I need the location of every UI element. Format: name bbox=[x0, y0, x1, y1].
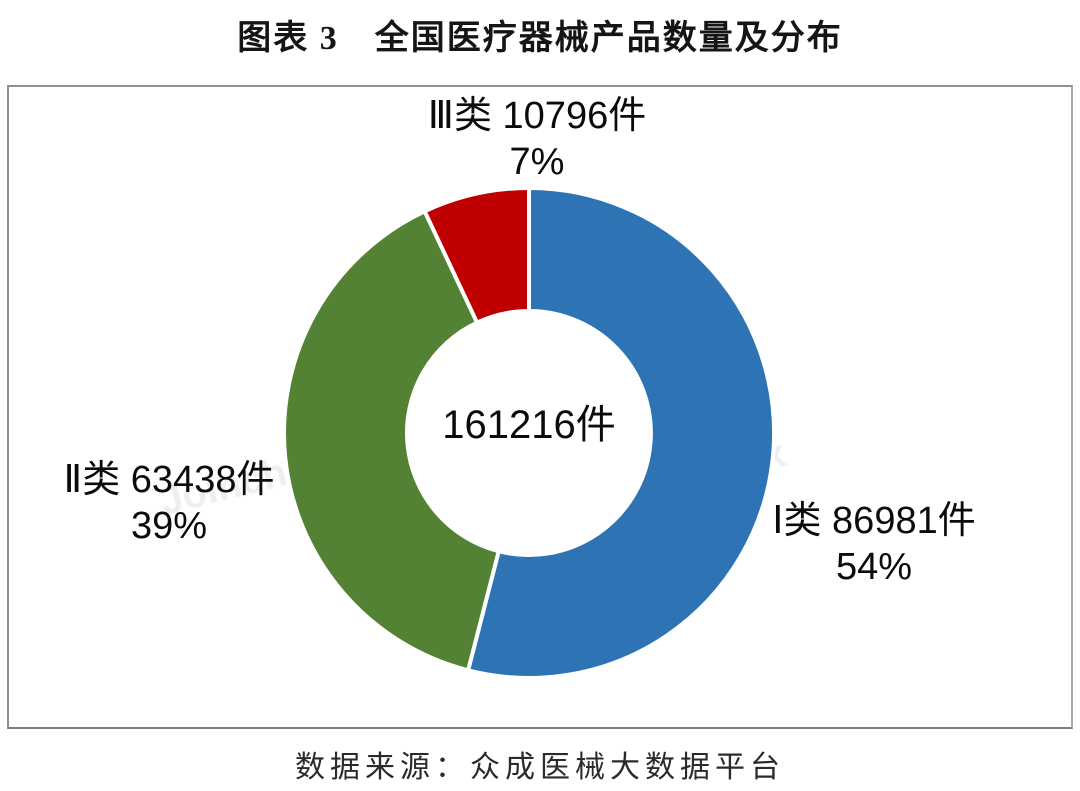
chart-plot-area: Joinch ain ucx Ⅲ类 10796件 7% Ⅱ类 63438件 39… bbox=[7, 85, 1073, 729]
donut-segment-class1 bbox=[466, 186, 776, 680]
donut-chart bbox=[282, 186, 776, 680]
label-class2: Ⅱ类 63438件 39% bbox=[9, 457, 329, 549]
label-class3: Ⅲ类 10796件 7% bbox=[337, 93, 737, 185]
label-class3-line1: Ⅲ类 10796件 bbox=[427, 95, 647, 137]
donut-segment-class2 bbox=[282, 209, 501, 673]
label-class1: Ⅰ类 86981件 54% bbox=[699, 498, 1049, 590]
label-class1-line2: 54% bbox=[835, 546, 913, 588]
donut-center-total: 161216件 bbox=[442, 403, 616, 447]
chart-title: 图表 3 全国医疗器械产品数量及分布 bbox=[237, 20, 843, 57]
label-class1-line1: Ⅰ类 86981件 bbox=[772, 500, 976, 542]
label-class2-line2: 39% bbox=[130, 505, 208, 547]
donut-segment-class3 bbox=[422, 186, 531, 325]
label-class2-line1: Ⅱ类 63438件 bbox=[63, 459, 275, 501]
data-source-caption: 数据来源：众成医械大数据平台 bbox=[295, 751, 785, 784]
label-class3-line2: 7% bbox=[509, 141, 565, 183]
